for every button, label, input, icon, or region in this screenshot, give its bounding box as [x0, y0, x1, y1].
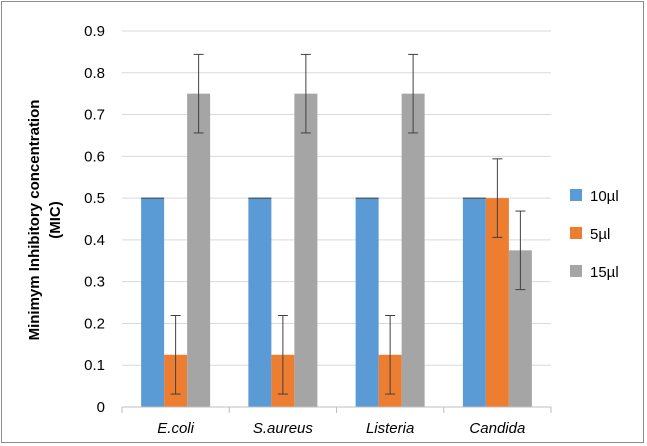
x-tick-label: S.aureus [253, 420, 314, 437]
x-tick-label: Listeria [366, 420, 414, 437]
error-bars [141, 53, 526, 395]
legend-swatch [570, 189, 582, 201]
bar [401, 93, 425, 408]
y-tick-label: 0.4 [84, 232, 105, 249]
legend-swatch [570, 265, 582, 277]
legend-swatch [570, 227, 582, 239]
legend-label: 10µl [590, 188, 619, 205]
bar [294, 93, 318, 408]
y-axis-title: Minimym Inhibitory concentration (MIC) [26, 100, 64, 341]
legend: 10µl 5µl 15µl [570, 188, 619, 281]
y-axis-ticks: 0 0.1 0.2 0.3 0.4 0.5 0.6 0.7 0.8 0.9 [84, 23, 105, 416]
x-tick-label: Candida [469, 420, 525, 437]
y-tick-label: 0.5 [84, 190, 105, 207]
y-tick-label: 0 [97, 399, 105, 416]
bar [187, 93, 211, 408]
bar [248, 198, 272, 407]
bar [462, 198, 486, 407]
bar [508, 250, 532, 407]
x-axis: E.coli S.aureus Listeria Candida [121, 406, 552, 437]
y-tick-label: 0.2 [84, 315, 105, 332]
y-tick-label: 0.7 [84, 107, 105, 124]
bar [141, 198, 165, 407]
legend-label: 5µl [590, 226, 610, 243]
legend-label: 15µl [590, 264, 619, 281]
y-tick-label: 0.6 [84, 148, 105, 165]
y-axis-title-line2: (MIC) [47, 201, 64, 239]
y-tick-label: 0.3 [84, 274, 105, 291]
y-axis-title-line1: Minimym Inhibitory concentration [26, 100, 43, 341]
y-tick-label: 0.9 [84, 23, 105, 40]
bar [355, 198, 379, 407]
bars [141, 93, 532, 408]
y-tick-label: 0.8 [84, 65, 105, 82]
x-tick-label: E.coli [157, 420, 194, 437]
y-tick-label: 0.1 [84, 357, 105, 374]
bar [485, 198, 509, 407]
